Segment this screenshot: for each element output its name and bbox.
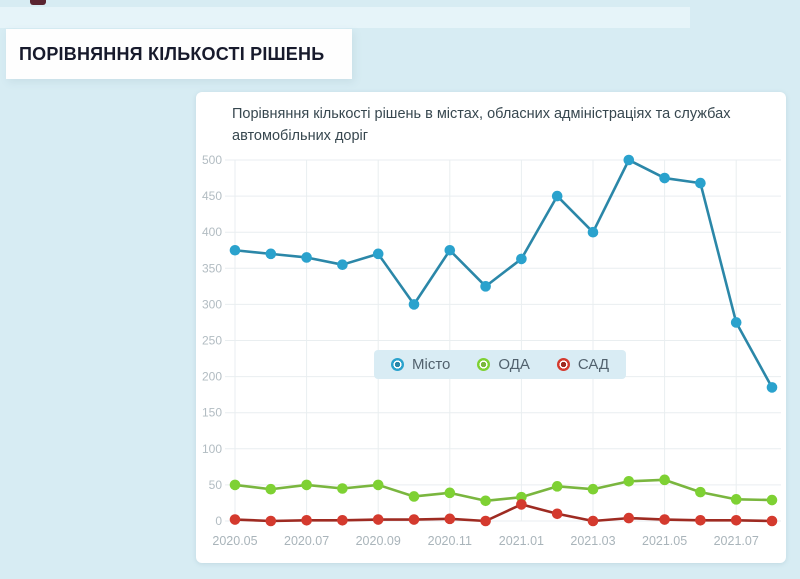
y-axis-tick-150: 150 <box>202 406 222 420</box>
x-axis-tick-2020.11: 2020.11 <box>428 534 472 548</box>
data-point-oda-2020.09 <box>372 479 384 491</box>
top-strip <box>0 7 690 28</box>
y-axis-tick-350: 350 <box>202 261 222 275</box>
data-point-misto-2020.12 <box>480 281 491 292</box>
line-chart: 0 50 100 150 200 250 300 350 400 450 500 2020.05 202… <box>202 153 781 548</box>
data-point-misto-2020.06 <box>265 248 277 260</box>
data-point-oda-2021.04 <box>623 475 635 487</box>
y-axis-tick-400: 400 <box>202 225 222 239</box>
data-point-misto-2020.05 <box>229 244 241 256</box>
data-point-sad-2021.06 <box>695 514 706 526</box>
data-point-oda-2020.06 <box>265 483 277 495</box>
data-point-sad-2021.08 <box>766 515 778 527</box>
data-point-oda-2020.07 <box>301 479 312 491</box>
x-axis-tick-2021.01: 2021.01 <box>499 534 544 548</box>
x-axis-tick-2021.05: 2021.05 <box>642 534 687 548</box>
x-axis-tick-2020.05: 2020.05 <box>212 534 257 548</box>
series-line-sad <box>233 503 774 523</box>
data-point-misto-2021.08 <box>766 382 778 393</box>
y-axis-tick-300: 300 <box>202 297 222 311</box>
legend-label-misto: Місто <box>412 356 451 373</box>
data-point-sad-2020.07 <box>301 514 312 526</box>
data-point-oda-2021.05 <box>659 474 670 486</box>
x-axis-tick-2020.07: 2020.07 <box>284 534 329 548</box>
y-axis-tick-100: 100 <box>202 442 222 456</box>
data-point-oda-2020.08 <box>337 483 348 494</box>
legend-label-sad: САД <box>577 356 610 373</box>
data-point-oda-2020.11 <box>444 487 456 499</box>
data-point-misto-2021.06 <box>695 177 706 189</box>
data-point-misto-2021.02 <box>551 190 563 202</box>
data-point-sad-2021.02 <box>551 508 563 520</box>
data-point-misto-2020.10 <box>408 299 420 310</box>
y-axis-tick-200: 200 <box>202 370 222 384</box>
legend-label-oda: ОДА <box>498 356 530 373</box>
chart-title: Порівняння кількості рішень в містах, об… <box>232 106 731 144</box>
data-point-sad-2021.07 <box>730 514 742 526</box>
data-point-sad-2020.08 <box>337 514 348 526</box>
top-edge-artifact <box>30 0 46 5</box>
data-point-sad-2020.11 <box>444 513 456 525</box>
legend-dot-icon-misto <box>391 358 404 371</box>
data-point-sad-2021.03 <box>587 515 599 527</box>
data-point-sad-2020.10 <box>408 514 420 525</box>
data-point-oda-2021.07 <box>730 494 742 505</box>
y-axis-tick-250: 250 <box>202 334 222 348</box>
data-point-sad-2021.01 <box>516 499 527 510</box>
data-point-sad-2020.12 <box>480 515 491 527</box>
data-point-sad-2021.04 <box>623 512 635 524</box>
data-point-sad-2020.05 <box>229 514 241 525</box>
data-point-misto-2021.03 <box>587 226 599 238</box>
page-title: ПОРІВНЯННЯ КІЛЬКОСТІ РІШЕНЬ <box>19 43 325 64</box>
data-point-misto-2020.07 <box>301 252 312 263</box>
page-title-box: ПОРІВНЯННЯ КІЛЬКОСТІ РІШЕНЬ <box>6 29 352 79</box>
data-point-misto-2021.01 <box>516 253 527 265</box>
legend-dot-icon-oda <box>477 358 491 371</box>
data-point-oda-2021.08 <box>766 494 778 506</box>
data-point-misto-2021.05 <box>659 172 670 184</box>
x-axis-tick-2021.03: 2021.03 <box>570 534 615 548</box>
legend-item-oda[interactable]: ОДА <box>477 356 530 373</box>
data-point-misto-2020.11 <box>444 244 456 256</box>
chart-card: Порівняння кількості рішень в містах, об… <box>196 92 786 563</box>
legend-item-sad[interactable]: САД <box>556 356 610 373</box>
data-point-sad-2021.05 <box>659 514 670 525</box>
data-point-misto-2021.07 <box>730 317 742 328</box>
data-point-oda-2021.02 <box>551 481 563 492</box>
legend-item-misto[interactable]: Місто <box>391 356 450 373</box>
data-point-misto-2020.08 <box>337 259 348 270</box>
data-point-oda-2020.10 <box>408 491 420 502</box>
data-point-oda-2021.06 <box>695 486 706 498</box>
legend-dot-icon-sad <box>556 358 570 371</box>
y-axis-tick-500: 500 <box>202 153 222 167</box>
y-axis-tick-50: 50 <box>209 478 223 492</box>
data-point-sad-2020.09 <box>372 514 384 525</box>
data-point-misto-2020.09 <box>372 248 384 260</box>
y-axis-tick-450: 450 <box>202 189 222 203</box>
data-point-misto-2021.04 <box>623 154 635 166</box>
y-axis-tick-0: 0 <box>215 514 222 528</box>
series-line-misto <box>233 158 774 389</box>
x-axis-tick-2020.09: 2020.09 <box>356 534 401 548</box>
chart-legend: Місто ОДА САД <box>374 350 627 379</box>
data-point-oda-2020.05 <box>229 479 241 491</box>
data-point-oda-2021.03 <box>587 483 599 495</box>
data-point-sad-2020.06 <box>265 515 277 527</box>
x-axis-tick-2021.07: 2021.07 <box>714 534 759 548</box>
series-line-oda <box>233 478 774 503</box>
data-point-oda-2020.12 <box>480 495 491 507</box>
